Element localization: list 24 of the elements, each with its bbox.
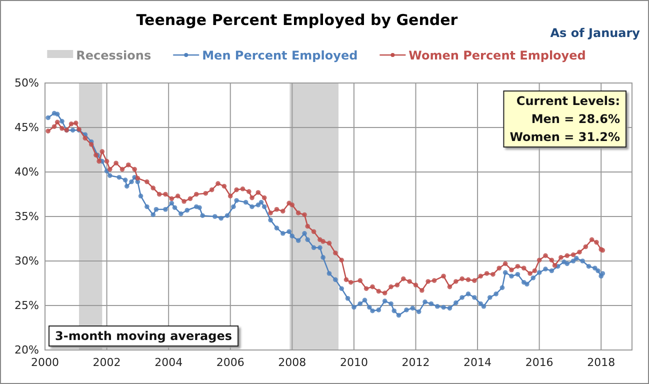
legend-label: Men Percent Employed — [202, 48, 358, 62]
y-tick-label: 35% — [14, 210, 39, 224]
x-tick-label: 2014 — [464, 356, 492, 369]
x-tick-label: 2006 — [216, 356, 244, 369]
x-tick-label: 2008 — [278, 356, 306, 369]
y-tick-label: 30% — [14, 254, 39, 268]
chart-title: Teenage Percent Employed by Gender — [136, 11, 458, 29]
x-tick-label: 2000 — [31, 356, 59, 369]
annotation: Current Levels: Men = 28.6% Women = 31.2% — [510, 94, 620, 144]
x-tick-label: 2016 — [525, 356, 554, 369]
y-tick-label: 40% — [14, 166, 39, 179]
y-tick-label: 45% — [14, 121, 39, 134]
y-tick-label: 20% — [14, 344, 39, 357]
x-tick-label: 2002 — [92, 356, 121, 369]
x-tick-label: 2018 — [587, 356, 616, 369]
x-tick-label: 2010 — [340, 356, 368, 369]
y-tick-label: 50% — [14, 76, 39, 90]
chart-subtitle: As of January — [550, 26, 640, 40]
legend-label: Recessions — [76, 48, 152, 62]
x-tick-label: 2012 — [402, 356, 430, 369]
x-tick-label: 2004 — [154, 356, 183, 369]
legend-label: Women Percent Employed — [408, 48, 586, 62]
annotation: 3-month moving averages — [55, 329, 232, 343]
y-tick-label: 25% — [14, 299, 39, 312]
